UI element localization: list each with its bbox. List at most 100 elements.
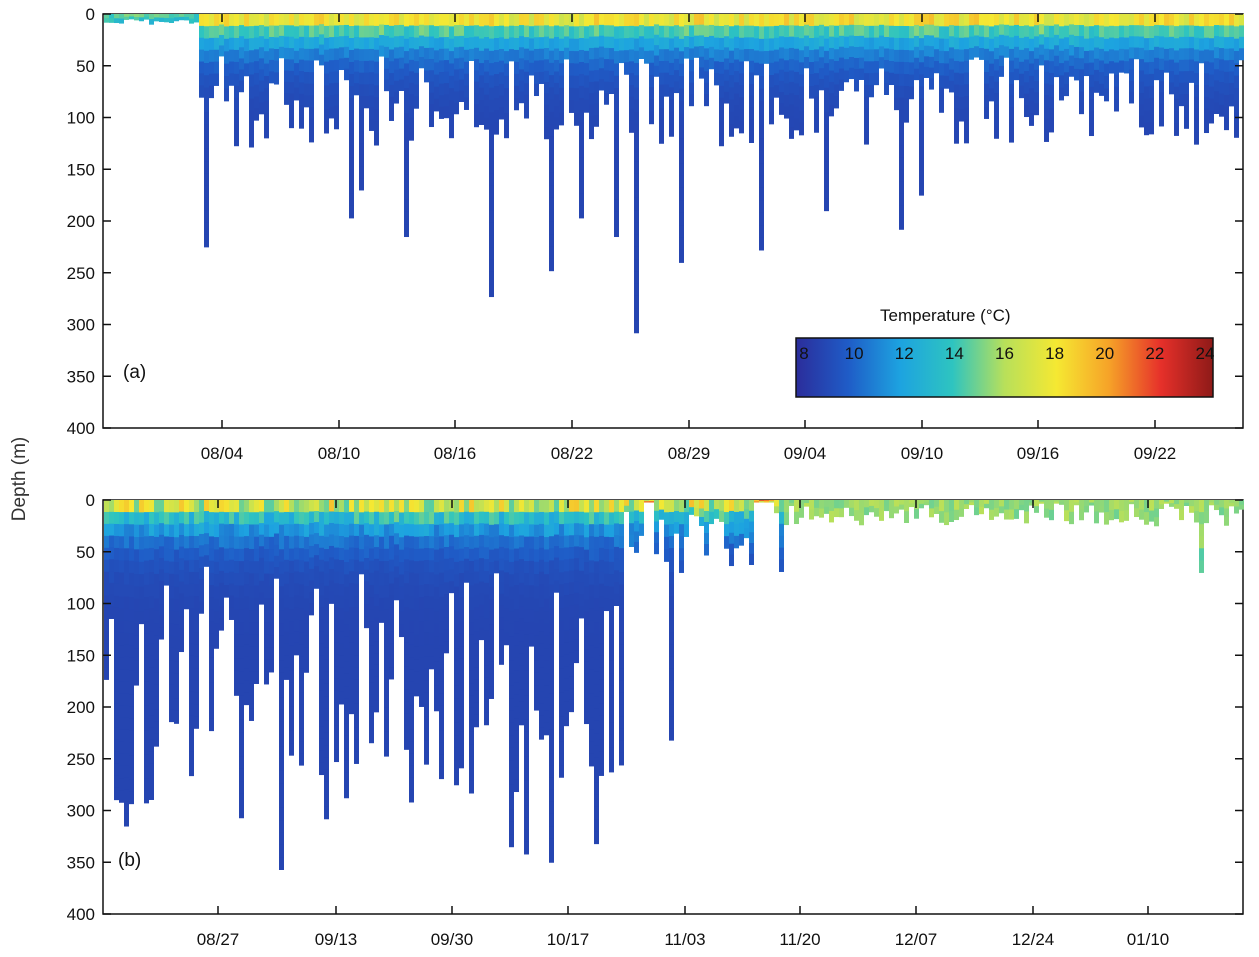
- profile-cell: [1074, 57, 1079, 70]
- profile-cell: [544, 648, 549, 662]
- profile-cell: [434, 537, 439, 551]
- profile-column: [789, 14, 794, 139]
- profile-cell: [159, 592, 164, 605]
- profile-column: [1044, 14, 1049, 142]
- profile-cell: [424, 608, 429, 621]
- profile-cell: [294, 619, 299, 632]
- profile-cell: [1089, 99, 1094, 112]
- profile-cell: [354, 643, 359, 657]
- profile-cell: [319, 726, 324, 740]
- profile-cell: [209, 548, 214, 562]
- profile-cell: [169, 598, 174, 612]
- profile-cell: [154, 524, 159, 538]
- profile-cell: [369, 560, 374, 574]
- profile-cell: [154, 733, 159, 747]
- profile-cell: [209, 61, 214, 75]
- profile-cell: [374, 641, 379, 654]
- profile-cell: [454, 648, 459, 662]
- profile-cell: [1169, 14, 1174, 26]
- profile-cell: [204, 63, 209, 76]
- profile-cell: [394, 91, 399, 104]
- profile-cell: [189, 511, 194, 525]
- profile-cell: [259, 569, 264, 582]
- profile-cell: [329, 591, 334, 604]
- profile-cell: [559, 512, 564, 525]
- profile-cell: [509, 673, 514, 687]
- profile-cell: [469, 670, 474, 684]
- profile-cell: [759, 500, 764, 502]
- profile-cell: [679, 26, 684, 40]
- profile-cell: [474, 104, 479, 116]
- profile-cell: [1199, 536, 1204, 549]
- profile-cell: [124, 693, 129, 706]
- profile-cell: [689, 71, 694, 84]
- profile-cell: [189, 703, 194, 717]
- profile-cell: [749, 553, 754, 565]
- profile-cell: [299, 25, 304, 38]
- profile-cell: [334, 105, 339, 118]
- profile-cell: [194, 500, 199, 513]
- profile-cell: [839, 14, 844, 26]
- profile-cell: [609, 82, 614, 95]
- profile-cell: [609, 685, 614, 699]
- profile-cell: [534, 25, 539, 38]
- profile-cell: [214, 561, 219, 575]
- profile-cell: [579, 145, 584, 159]
- profile-cell: [134, 16, 139, 21]
- profile-column: [369, 500, 374, 744]
- profile-cell: [109, 571, 114, 584]
- profile-column: [964, 500, 969, 509]
- profile-cell: [594, 610, 599, 624]
- profile-cell: [209, 85, 214, 99]
- profile-cell: [904, 500, 909, 512]
- profile-cell: [659, 119, 664, 133]
- profile-cell: [119, 584, 124, 598]
- profile-cell: [349, 654, 354, 667]
- profile-column: [1099, 14, 1104, 96]
- profile-cell: [534, 500, 539, 513]
- profile-cell: [1234, 63, 1239, 77]
- profile-cell: [134, 524, 139, 538]
- profile-cell: [309, 545, 314, 558]
- profile-cell: [789, 36, 794, 49]
- profile-cell: [1054, 34, 1059, 46]
- profile-cell: [289, 743, 294, 756]
- profile-cell: [569, 87, 574, 101]
- profile-cell: [494, 500, 499, 513]
- profile-cell: [459, 743, 464, 757]
- profile-cell: [204, 533, 209, 545]
- profile-cell: [824, 161, 829, 175]
- profile-cell: [399, 79, 404, 91]
- profile-cell: [784, 60, 789, 73]
- profile-cell: [619, 632, 624, 646]
- profile-cell: [324, 769, 329, 783]
- profile-column: [844, 500, 849, 508]
- profile-cell: [484, 653, 489, 667]
- profile-cell: [119, 681, 124, 694]
- profile-cell: [214, 598, 219, 612]
- profile-cell: [1089, 500, 1094, 504]
- profile-cell: [249, 512, 254, 525]
- profile-cell: [384, 548, 389, 562]
- profile-cell: [639, 36, 644, 48]
- profile-cell: [149, 571, 154, 585]
- profile-cell: [1004, 14, 1009, 26]
- profile-cell: [519, 665, 524, 678]
- profile-cell: [414, 37, 419, 50]
- profile-cell: [229, 511, 234, 525]
- profile-cell: [1194, 500, 1199, 512]
- profile-cell: [764, 50, 769, 64]
- profile-cell: [124, 717, 129, 730]
- profile-column: [214, 14, 219, 86]
- profile-cell: [1054, 45, 1059, 57]
- profile-cell: [389, 108, 394, 121]
- profile-cell: [289, 718, 294, 732]
- profile-cell: [344, 636, 349, 650]
- profile-cell: [359, 25, 364, 38]
- profile-cell: [534, 635, 539, 649]
- profile-cell: [149, 631, 154, 645]
- profile-cell: [1159, 58, 1164, 71]
- profile-cell: [739, 61, 744, 74]
- profile-column: [374, 14, 379, 146]
- profile-cell: [669, 704, 674, 717]
